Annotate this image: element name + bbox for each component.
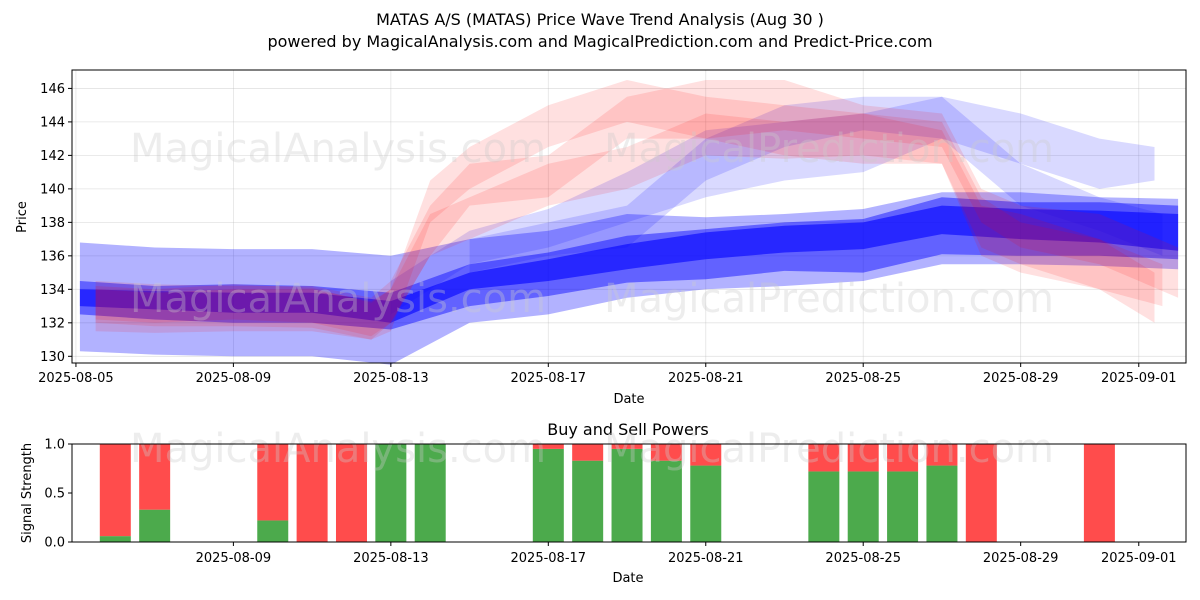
watermark-text: MagicalPrediction.com [604,426,1054,472]
watermark-text: MagicalPrediction.com [604,126,1054,172]
buy-power-bar [650,460,682,542]
buy-power-bar [532,448,564,542]
price-watermarks: MagicalAnalysis.com MagicalPrediction.com… [130,126,1054,322]
signal-x-tick-label: 2025-08-17 [511,551,587,566]
figure-title-line2: powered by MagicalAnalysis.com and Magic… [267,32,932,51]
price-y-tick-label: 136 [40,249,65,264]
price-x-ticks: 2025-08-05 2025-08-09 2025-08-13 2025-08-17… [38,363,1177,386]
sell-power-bar [887,444,919,472]
sell-power-bar [808,444,840,472]
signal-x-tick-label: 2025-08-29 [983,551,1059,566]
sell-power-bar [335,444,367,542]
signal-x-tick-label: 2025-08-09 [196,551,272,566]
signal-x-tick-label: 2025-08-13 [353,551,429,566]
price-x-tick-label: 2025-08-21 [668,371,744,386]
price-y-tick-label: 144 [40,115,65,130]
price-wave-band-blue [390,96,1155,315]
signal-chart-panel: Buy and Sell Powers MagicalAnalysis.com M… [20,420,1187,586]
price-y-tick-label: 138 [40,216,65,231]
price-y-tick-label: 132 [40,316,65,331]
price-wave-band-red [95,113,1163,337]
buy-power-bar [808,471,840,542]
sell-power-bar [847,444,879,472]
buy-power-bar [257,520,289,542]
signal-y-tick-label: 0.5 [44,487,65,502]
price-x-tick-label: 2025-08-29 [983,371,1059,386]
price-y-tick-label: 140 [40,182,65,197]
price-x-tick-label: 2025-09-01 [1101,371,1177,386]
buy-power-bar [847,471,879,542]
price-wave-bands [79,80,1179,365]
signal-y-ticks: 0.0 0.5 1.0 [44,438,72,551]
sell-power-bar [139,444,171,510]
watermark-text: MagicalAnalysis.com [130,126,546,172]
price-y-axis-label: Price [15,201,30,233]
watermark-text: MagicalAnalysis.com [130,426,546,472]
sell-power-bar [926,444,958,466]
price-x-tick-label: 2025-08-09 [196,371,272,386]
signal-bars [99,444,1115,542]
signal-x-tick-label: 2025-08-25 [825,551,901,566]
sell-power-bar [690,444,722,466]
buy-power-bar [926,465,958,542]
sell-power-bar [532,444,564,449]
price-x-tick-label: 2025-08-05 [38,371,114,386]
watermark-text: MagicalAnalysis.com [130,276,546,322]
sell-power-bar [296,444,328,542]
buy-power-bar [887,471,919,542]
price-x-tick-label: 2025-08-17 [511,371,587,386]
price-y-tick-label: 142 [40,149,65,164]
price-wave-band-red [95,80,1179,340]
price-x-axis-label: Date [613,392,644,407]
sell-power-bar [257,444,289,521]
signal-x-tick-label: 2025-09-01 [1101,551,1177,566]
signal-y-tick-label: 0.0 [44,536,65,551]
signal-chart-title: Buy and Sell Powers [547,420,709,439]
signal-x-axis-label: Date [612,571,643,586]
buy-power-bar [572,460,604,542]
sell-power-bar [611,444,643,449]
signal-y-tick-label: 1.0 [44,438,65,453]
price-y-tick-label: 134 [40,283,65,298]
price-wave-band-red [95,80,1155,340]
price-wave-band-blue [79,205,1179,323]
buy-power-bar [375,444,407,542]
price-chart-frame [71,69,1187,364]
sell-power-bar [965,444,997,542]
buy-power-bar [414,444,446,542]
signal-watermarks: MagicalAnalysis.com MagicalPrediction.com [130,426,1054,472]
price-y-tick-label: 146 [40,82,65,97]
sell-power-bar [572,444,604,461]
buy-power-bar [611,448,643,542]
sell-power-bar [99,444,131,537]
watermark-text: MagicalPrediction.com [604,276,1054,322]
signal-x-tick-label: 2025-08-21 [668,551,744,566]
figure-title-line1: MATAS A/S (MATAS) Price Wave Trend Analy… [376,10,824,29]
sell-power-bar [650,444,682,461]
sell-power-bar [1083,444,1115,542]
signal-x-ticks: 2025-08-09 2025-08-13 2025-08-17 2025-08-21… [196,542,1177,566]
price-x-tick-label: 2025-08-13 [353,371,429,386]
price-wave-band-blue [469,96,1163,273]
buy-power-bar [139,509,171,542]
price-y-tick-label: 130 [40,350,65,365]
price-chart-panel: MagicalAnalysis.com MagicalPrediction.com… [15,69,1187,407]
signal-y-axis-label: Signal Strength [20,443,35,543]
buy-power-bar [690,465,722,542]
buy-power-bar [99,536,131,542]
price-y-ticks: 130 132 134 136 138 140 142 144 146 [40,82,72,365]
price-x-tick-label: 2025-08-25 [825,371,901,386]
